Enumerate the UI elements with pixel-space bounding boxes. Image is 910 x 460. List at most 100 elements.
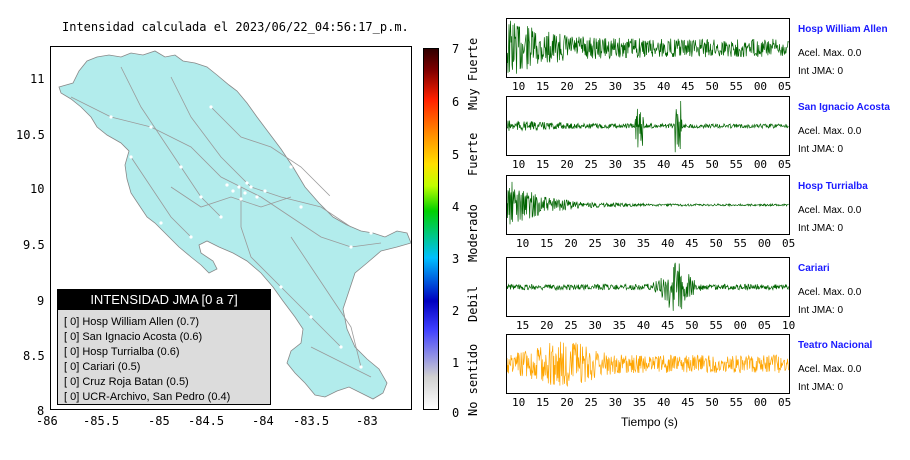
- time-tick: 35: [632, 80, 647, 93]
- colorbar-tick: 6: [452, 95, 460, 109]
- map-title: Intensidad calculada el 2023/06/22_04:56…: [62, 20, 409, 34]
- time-tick: 25: [584, 158, 598, 171]
- station-intensity: Int JMA: 0: [798, 382, 844, 393]
- intensity-colorbar: [423, 48, 439, 410]
- legend-row: [ 0] Cariari (0.5): [64, 361, 141, 373]
- station-accel: Acel. Max. 0.0: [798, 205, 862, 216]
- colorbar-word: Fuerte: [466, 132, 480, 176]
- map-ytick: 10.5: [16, 128, 45, 142]
- time-tick: 30: [608, 80, 622, 93]
- map-xtick: -84: [252, 414, 274, 428]
- time-tick: 50: [705, 158, 719, 171]
- seismogram-panel: [506, 175, 790, 235]
- time-tick: 40: [661, 237, 675, 250]
- legend-row: [ 0] Hosp Turrialba (0.6): [64, 346, 180, 358]
- station-intensity: Int JMA: 0: [798, 305, 844, 316]
- seismogram-panel: [506, 18, 790, 78]
- map-ytick: 9: [37, 294, 45, 308]
- colorbar-tick: 2: [452, 304, 460, 318]
- time-tick: 15: [536, 80, 550, 93]
- time-tick: 45: [681, 80, 695, 93]
- time-tick: 25: [564, 319, 578, 332]
- time-tick: 50: [709, 237, 723, 250]
- waveform-trace: [507, 181, 789, 225]
- map-ytick: 10: [30, 182, 45, 196]
- time-tick: 15: [540, 237, 554, 250]
- time-tick: 15: [516, 319, 530, 332]
- time-tick: 00: [753, 396, 768, 409]
- map-xtick: -84.5: [188, 414, 225, 428]
- map-xtick: -85.5: [83, 414, 120, 428]
- time-tick: 15: [536, 396, 550, 409]
- land-mass: [58, 50, 411, 400]
- time-tick: 50: [685, 319, 699, 332]
- station-dots: [109, 105, 373, 369]
- time-tick: 45: [685, 237, 699, 250]
- legend-row: [ 0] Hosp William Allen (0.7): [64, 316, 200, 328]
- time-tick: 25: [584, 396, 598, 409]
- time-tick: 10: [782, 319, 796, 332]
- time-tick: 20: [560, 396, 574, 409]
- time-tick: 35: [612, 319, 626, 332]
- time-tick: 10: [516, 237, 530, 250]
- time-tick: 25: [588, 237, 602, 250]
- colorbar-word: No sentido: [466, 343, 480, 416]
- time-tick: 20: [560, 80, 574, 93]
- time-tick: 35: [636, 237, 651, 250]
- colorbar-word: Muy Fuerte: [466, 37, 480, 110]
- time-tick: 40: [657, 396, 671, 409]
- seismogram-panel: [506, 334, 790, 394]
- map-xtick: -83.5: [293, 414, 330, 428]
- time-tick: 05: [782, 237, 796, 250]
- time-tick: 30: [612, 237, 626, 250]
- time-tick: 45: [661, 319, 675, 332]
- intensity-legend: INTENSIDAD JMA [0 a 7] [ 0] Hosp William…: [57, 289, 271, 405]
- map-xtick: -85: [148, 414, 170, 428]
- time-tick: 35: [632, 396, 647, 409]
- legend-title: INTENSIDAD JMA [0 a 7]: [58, 290, 270, 310]
- time-tick: 50: [705, 80, 719, 93]
- time-tick: 05: [778, 396, 792, 409]
- time-tick: 00: [733, 319, 747, 332]
- time-tick: 05: [778, 80, 792, 93]
- station-name: Hosp William Allen: [798, 24, 888, 35]
- station-name: Cariari: [798, 263, 830, 274]
- time-tick: 20: [564, 237, 578, 250]
- time-tick: 30: [588, 319, 602, 332]
- colorbar-word: Moderado: [466, 204, 480, 262]
- station-name: Hosp Turrialba: [798, 181, 868, 192]
- time-tick: 40: [636, 319, 651, 332]
- waveform-trace: [507, 262, 789, 311]
- xaxis-title: Tiempo (s): [621, 415, 678, 429]
- time-tick: 10: [512, 396, 526, 409]
- colorbar-tick: 4: [452, 200, 460, 214]
- waveform-trace: [507, 341, 789, 387]
- time-tick: 00: [753, 158, 768, 171]
- colorbar-word: Debil: [466, 285, 480, 322]
- waveform-trace: [507, 20, 789, 74]
- map-ytick: 11: [30, 72, 45, 86]
- time-tick: 10: [512, 80, 526, 93]
- legend-row: [ 0] UCR-Archivo, San Pedro (0.4): [64, 391, 231, 403]
- time-tick: 40: [657, 158, 671, 171]
- seismogram-panel: [506, 96, 790, 156]
- time-tick: 55: [729, 158, 743, 171]
- time-tick: 15: [536, 158, 550, 171]
- time-tick: 35: [632, 158, 647, 171]
- time-tick: 55: [729, 396, 743, 409]
- time-tick: 05: [757, 319, 772, 332]
- time-tick: 10: [512, 158, 526, 171]
- time-tick: 50: [705, 396, 719, 409]
- station-name: Teatro Nacional: [798, 340, 873, 351]
- map-ytick: 8.5: [23, 349, 45, 363]
- legend-row: [ 0] Cruz Roja Batan (0.5): [64, 376, 189, 388]
- seismogram-panel: [506, 257, 790, 317]
- colorbar-tick: 3: [452, 252, 460, 266]
- time-tick: 30: [608, 396, 622, 409]
- time-tick: 45: [681, 158, 695, 171]
- time-tick: 45: [681, 396, 695, 409]
- map-ytick: 9.5: [23, 238, 45, 252]
- time-tick: 20: [540, 319, 554, 332]
- time-tick: 55: [709, 319, 723, 332]
- waveform-trace: [507, 100, 789, 153]
